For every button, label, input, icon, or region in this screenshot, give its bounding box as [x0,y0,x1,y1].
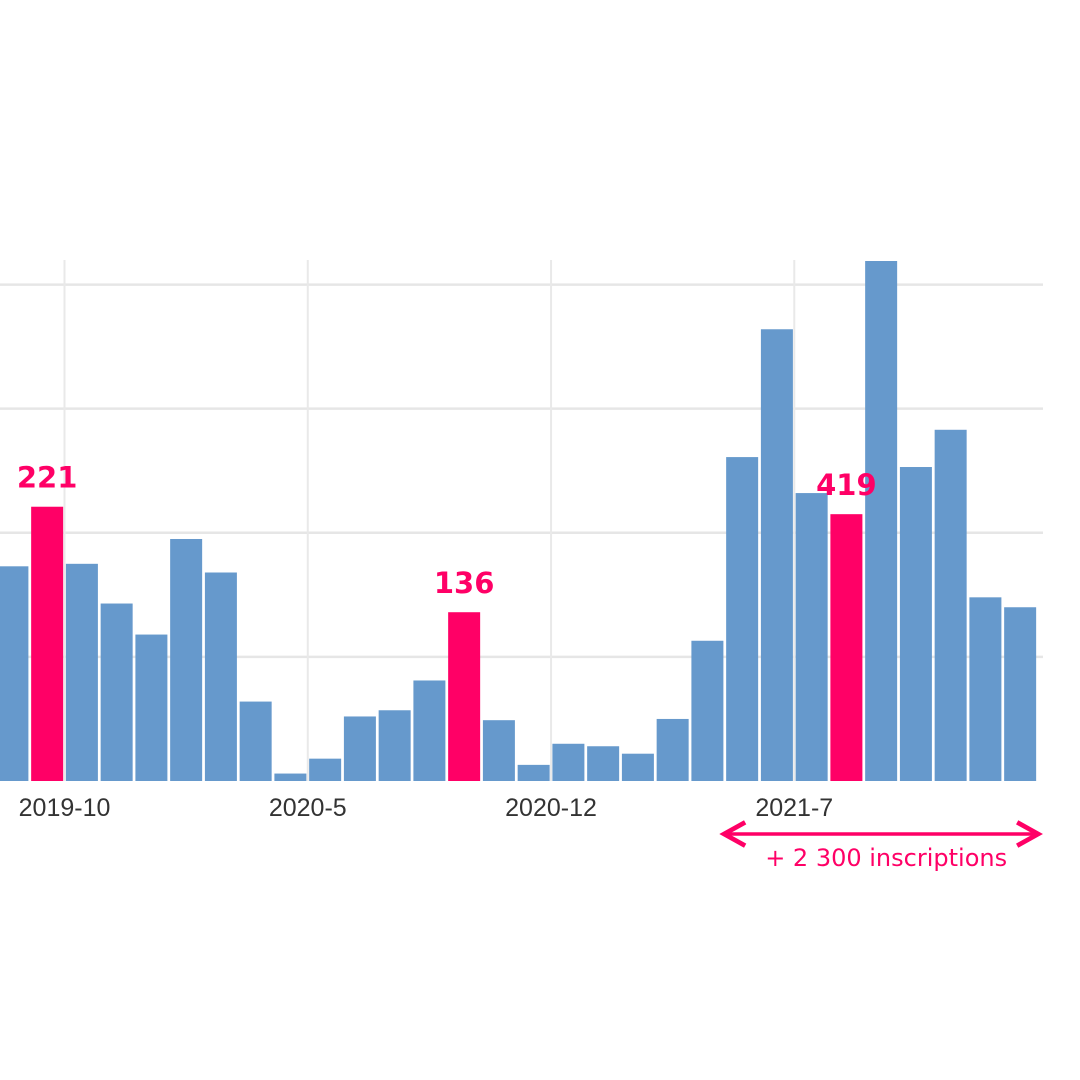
bar [65,563,98,781]
bar [309,758,342,781]
bar [239,701,272,781]
bar [413,680,446,781]
bar [865,261,898,781]
bar [969,597,1002,781]
data-label: 136 [434,566,495,600]
bar [204,572,237,781]
bar [760,329,793,781]
bar [100,603,133,781]
bar [0,566,29,781]
bar [934,429,967,781]
bar [482,720,515,781]
bar [378,710,411,781]
data-label: 221 [17,461,78,495]
annotation-text: + 2 300 inscriptions [765,844,1007,872]
bar [587,746,620,781]
x-tick-label: 2020-12 [505,794,597,822]
bar [1004,607,1037,781]
highlighted-bar [830,514,863,781]
annotation: + 2 300 inscriptions [724,834,1038,872]
bar [343,716,376,781]
bars [0,261,1037,781]
bar [517,764,550,781]
bar [691,640,724,781]
bar [656,718,689,781]
x-axis-ticks: 2019-10 2020-5 2020-12 2021-7 [19,794,834,822]
highlighted-bar [448,612,481,781]
bar [899,467,932,781]
bar [621,753,654,781]
bar [170,538,203,781]
bar [795,493,828,781]
bar [552,743,585,781]
data-labels: 221 136 419 [17,461,877,600]
bar [135,634,168,781]
x-tick-label: 2020-5 [269,794,347,822]
bar [274,773,307,781]
x-tick-label: 2019-10 [19,794,111,822]
data-label: 419 [816,468,877,502]
x-tick-label: 2021-7 [755,794,833,822]
bar [726,457,759,781]
highlighted-bar [31,506,64,781]
